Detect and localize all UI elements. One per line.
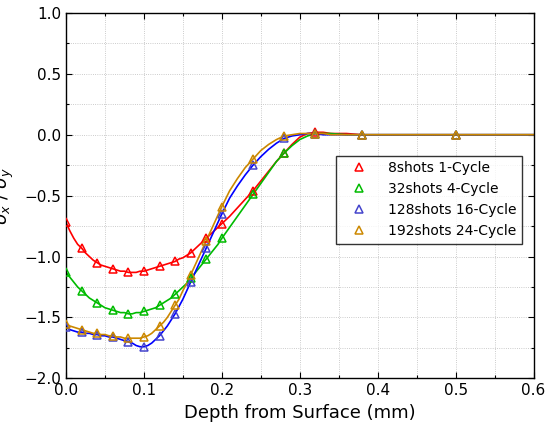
192shots 24-Cycle [78,327,85,332]
8shots 1-Cycle [452,132,459,137]
8shots 1-Cycle [312,130,318,135]
8shots 1-Cycle [359,132,365,137]
32shots 4-Cycle [172,292,178,297]
Line: 32shots 4-Cycle: 32shots 4-Cycle [62,129,460,318]
32shots 4-Cycle [125,311,131,316]
128shots 16-Cycle [172,311,178,316]
32shots 4-Cycle [359,132,365,137]
192shots 24-Cycle [359,132,365,137]
8shots 1-Cycle [188,250,194,255]
192shots 24-Cycle [172,303,178,308]
192shots 24-Cycle [63,321,69,326]
128shots 16-Cycle [250,163,256,168]
32shots 4-Cycle [63,270,69,275]
192shots 24-Cycle [203,238,210,243]
128shots 16-Cycle [218,212,225,217]
8shots 1-Cycle [78,246,85,251]
128shots 16-Cycle [452,132,459,137]
8shots 1-Cycle [63,220,69,225]
32shots 4-Cycle [452,132,459,137]
8shots 1-Cycle [141,269,147,274]
128shots 16-Cycle [94,332,101,337]
8shots 1-Cycle [109,266,116,271]
192shots 24-Cycle [109,333,116,338]
32shots 4-Cycle [78,288,85,293]
192shots 24-Cycle [188,272,194,277]
32shots 4-Cycle [312,131,318,136]
8shots 1-Cycle [203,236,210,241]
128shots 16-Cycle [156,333,163,338]
128shots 16-Cycle [359,132,365,137]
128shots 16-Cycle [281,136,288,141]
32shots 4-Cycle [141,309,147,314]
32shots 4-Cycle [109,307,116,313]
Y-axis label: $\sigma_x$ / $\sigma_y$: $\sigma_x$ / $\sigma_y$ [0,167,16,224]
192shots 24-Cycle [452,132,459,137]
8shots 1-Cycle [156,264,163,269]
128shots 16-Cycle [78,329,85,335]
192shots 24-Cycle [94,331,101,336]
X-axis label: Depth from Surface (mm): Depth from Surface (mm) [184,404,416,422]
192shots 24-Cycle [156,323,163,329]
128shots 16-Cycle [109,335,116,340]
8shots 1-Cycle [218,221,225,226]
32shots 4-Cycle [281,150,288,156]
32shots 4-Cycle [218,236,225,241]
8shots 1-Cycle [125,270,131,275]
128shots 16-Cycle [203,246,210,251]
192shots 24-Cycle [141,335,147,340]
Legend: 8shots 1-Cycle, 32shots 4-Cycle, 128shots 16-Cycle, 192shots 24-Cycle: 8shots 1-Cycle, 32shots 4-Cycle, 128shot… [337,156,522,243]
128shots 16-Cycle [188,280,194,285]
32shots 4-Cycle [203,256,210,261]
128shots 16-Cycle [312,131,318,136]
Line: 8shots 1-Cycle: 8shots 1-Cycle [62,128,460,276]
8shots 1-Cycle [172,259,178,264]
192shots 24-Cycle [218,204,225,209]
128shots 16-Cycle [63,325,69,330]
128shots 16-Cycle [141,344,147,349]
8shots 1-Cycle [94,260,101,265]
8shots 1-Cycle [250,188,256,194]
192shots 24-Cycle [250,157,256,162]
32shots 4-Cycle [156,303,163,308]
8shots 1-Cycle [281,150,288,156]
32shots 4-Cycle [188,276,194,281]
32shots 4-Cycle [250,192,256,197]
192shots 24-Cycle [125,335,131,341]
Line: 128shots 16-Cycle: 128shots 16-Cycle [62,129,460,351]
192shots 24-Cycle [312,131,318,136]
32shots 4-Cycle [94,300,101,305]
192shots 24-Cycle [281,133,288,138]
128shots 16-Cycle [125,339,131,344]
Line: 192shots 24-Cycle: 192shots 24-Cycle [62,129,460,342]
